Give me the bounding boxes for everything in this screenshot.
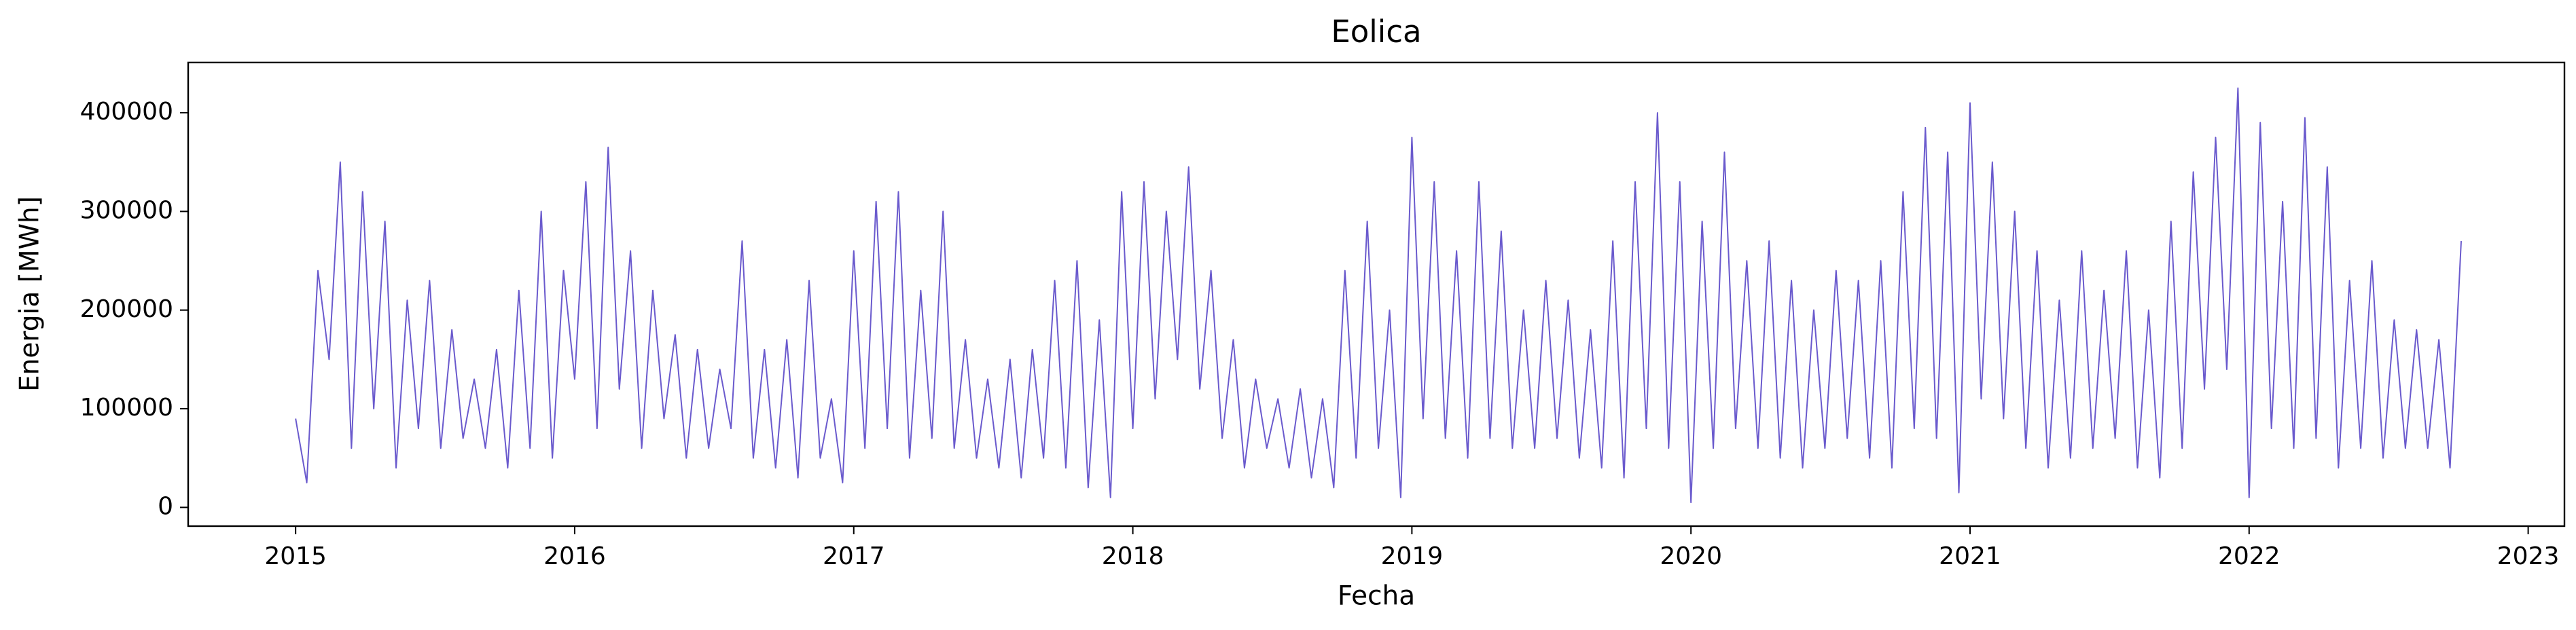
x-tick-label: 2018 (1102, 542, 1164, 570)
x-tick-label: 2020 (1660, 542, 1722, 570)
x-tick-label: 2017 (823, 542, 885, 570)
y-tick-label: 400000 (80, 98, 173, 126)
x-tick-label: 2022 (2218, 542, 2280, 570)
y-tick-label: 0 (158, 492, 173, 520)
y-tick-label: 200000 (80, 295, 173, 323)
x-tick-label: 2016 (543, 542, 606, 570)
plot-frame (187, 61, 2566, 527)
y-tick-label: 100000 (80, 394, 173, 422)
x-axis-label: Fecha (1338, 581, 1415, 612)
x-tick-label: 2015 (264, 542, 327, 570)
x-tick-label: 2023 (2497, 542, 2560, 570)
y-axis-label: Energia [MWh] (15, 196, 46, 392)
chart-title: Eolica (1331, 14, 1421, 50)
y-tick-label: 300000 (80, 196, 173, 224)
x-tick-label: 2019 (1381, 542, 1444, 570)
data-line (295, 87, 2462, 504)
x-tick-label: 2021 (1939, 542, 2001, 570)
